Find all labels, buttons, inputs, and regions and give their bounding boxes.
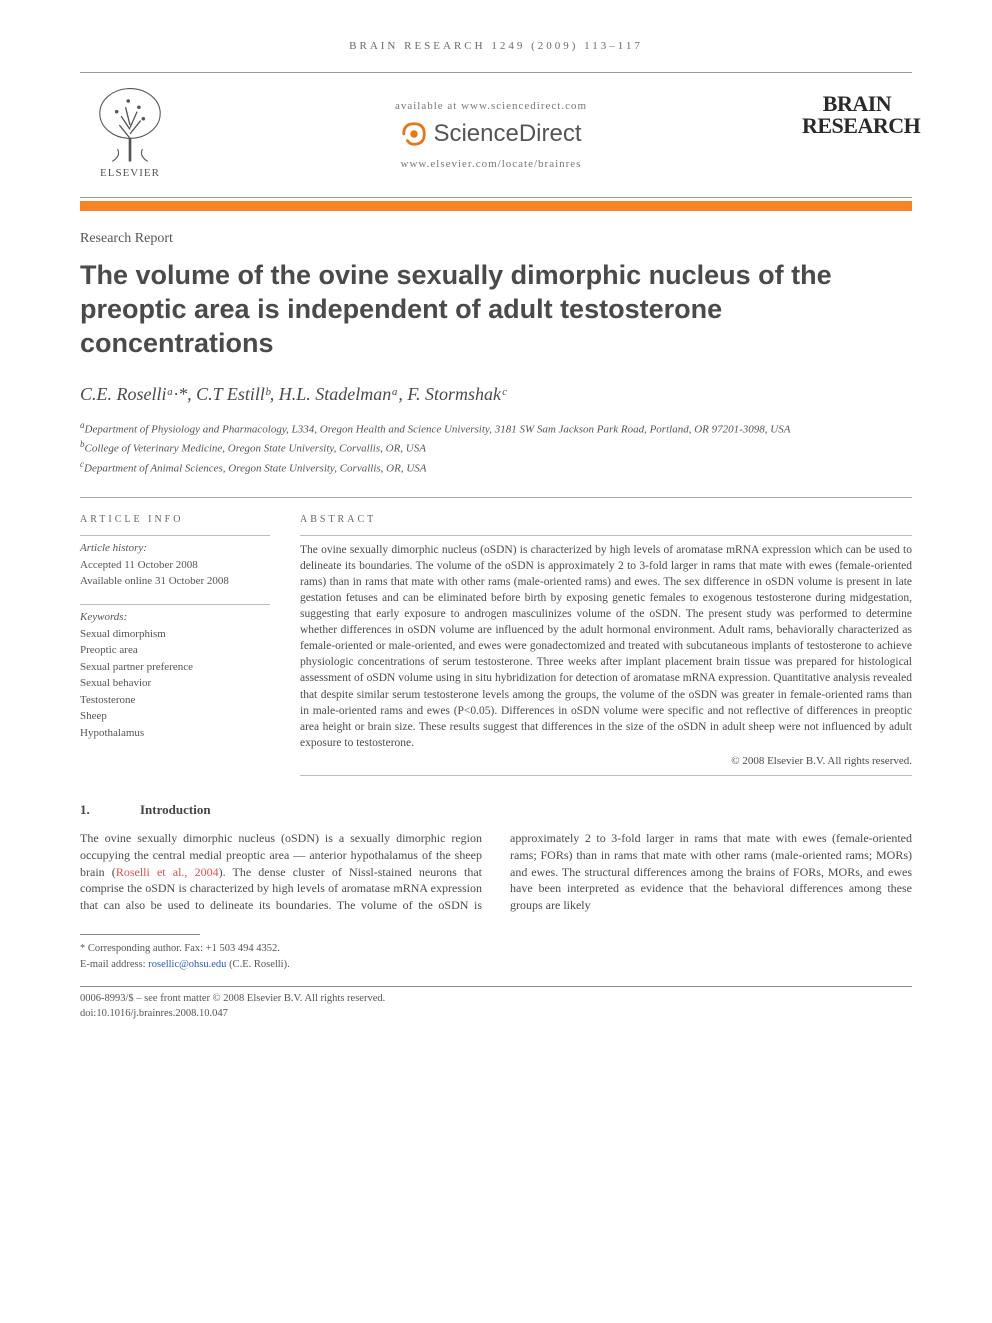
available-at-text: available at www.sciencedirect.com (180, 100, 802, 112)
footer-line2: doi:10.1016/j.brainres.2008.10.047 (80, 1007, 912, 1022)
orange-divider-bar (80, 201, 912, 211)
abstract-text: The ovine sexually dimorphic nucleus (oS… (300, 535, 912, 751)
article-info-column: ARTICLE INFO Article history: Accepted 1… (80, 514, 270, 776)
keyword: Sexual partner preference (80, 659, 270, 676)
affiliation-c: cDepartment of Animal Sciences, Oregon S… (80, 458, 912, 477)
abstract-heading: ABSTRACT (300, 514, 912, 525)
email-line: E-mail address: rosellic@ohsu.edu (C.E. … (80, 957, 912, 973)
article-info-heading: ARTICLE INFO (80, 514, 270, 525)
keyword: Sexual dimorphism (80, 626, 270, 643)
affiliations: aDepartment of Physiology and Pharmacolo… (80, 419, 912, 476)
sciencedirect-icon (400, 120, 428, 148)
accepted-date: Accepted 11 October 2008 (80, 557, 270, 574)
footnotes: * Corresponding author. Fax: +1 503 494 … (80, 941, 912, 973)
email-label: E-mail address: (80, 959, 146, 970)
journal-url: www.elsevier.com/locate/brainres (180, 158, 802, 170)
keyword: Sexual behavior (80, 675, 270, 692)
keywords-label: Keywords: (80, 611, 270, 623)
elsevier-logo: ELSEVIER (80, 85, 180, 185)
citation-link[interactable]: Roselli et al., 2004 (116, 865, 219, 879)
abstract-column: ABSTRACT The ovine sexually dimorphic nu… (300, 514, 912, 776)
running-head: BRAIN RESEARCH 1249 (2009) 113–117 (80, 40, 912, 52)
email-who: (C.E. Roselli). (229, 959, 290, 970)
affiliation-b: bCollege of Veterinary Medicine, Oregon … (80, 438, 912, 457)
keyword: Hypothalamus (80, 725, 270, 742)
corresponding-author: * Corresponding author. Fax: +1 503 494 … (80, 941, 912, 957)
journal-name-line1: BRAIN (802, 93, 912, 115)
footer-line1: 0006-8993/$ – see front matter © 2008 El… (80, 992, 912, 1007)
keyword: Preoptic area (80, 642, 270, 659)
keywords-block: Keywords: Sexual dimorphism Preoptic are… (80, 604, 270, 742)
email-link[interactable]: rosellic@ohsu.edu (148, 959, 226, 970)
author-list: C.E. Roselliᵃ·*, C.T Estillᵇ, H.L. Stade… (80, 384, 912, 405)
body-text-columns: The ovine sexually dimorphic nucleus (oS… (80, 830, 912, 914)
available-online-date: Available online 31 October 2008 (80, 573, 270, 590)
section-title: Introduction (140, 802, 211, 817)
journal-name-line2: RESEARCH (802, 115, 912, 137)
publisher-banner: ELSEVIER available at www.sciencedirect.… (80, 72, 912, 198)
article-type: Research Report (80, 231, 912, 247)
sciencedirect-logo: ScienceDirect (180, 120, 802, 148)
body-section: 1.Introduction The ovine sexually dimorp… (80, 802, 912, 914)
footer-meta: 0006-8993/$ – see front matter © 2008 El… (80, 992, 912, 1021)
keyword: Testosterone (80, 692, 270, 709)
keyword: Sheep (80, 708, 270, 725)
article-history-block: Article history: Accepted 11 October 200… (80, 535, 270, 590)
affiliation-a: aDepartment of Physiology and Pharmacolo… (80, 419, 912, 438)
journal-cover: BRAIN RESEARCH (802, 85, 912, 185)
section-number: 1. (80, 802, 140, 818)
sciencedirect-text: ScienceDirect (433, 120, 581, 148)
article-title: The volume of the ovine sexually dimorph… (80, 259, 912, 360)
abstract-copyright: © 2008 Elsevier B.V. All rights reserved… (300, 755, 912, 776)
history-label: Article history: (80, 542, 270, 554)
info-abstract-row: ARTICLE INFO Article history: Accepted 1… (80, 497, 912, 776)
footer-rule (80, 986, 912, 987)
center-banner: available at www.sciencedirect.com Scien… (180, 100, 802, 170)
footnote-rule (80, 934, 200, 935)
section-heading: 1.Introduction (80, 802, 912, 818)
elsevier-label: ELSEVIER (100, 167, 160, 179)
elsevier-tree-icon (85, 85, 175, 165)
